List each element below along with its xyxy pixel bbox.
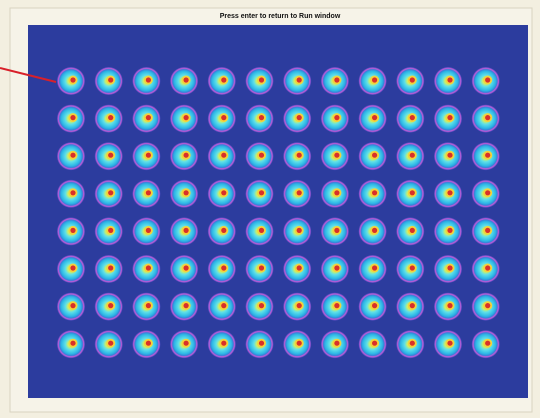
well-center [372, 303, 377, 308]
well-center [297, 153, 302, 158]
well-center [447, 77, 452, 82]
well-center [146, 153, 151, 158]
well-center [70, 153, 75, 158]
well-center [108, 190, 113, 195]
well-center [146, 115, 151, 120]
well-center [184, 153, 189, 158]
well-center [221, 228, 226, 233]
well-center [447, 228, 452, 233]
well-center [372, 228, 377, 233]
well-center [485, 153, 490, 158]
well-center [410, 303, 415, 308]
well-center [70, 228, 75, 233]
well-center [70, 77, 75, 82]
well-center [297, 228, 302, 233]
well-center [70, 115, 75, 120]
well-center [259, 190, 264, 195]
well-center [146, 303, 151, 308]
well-center [372, 190, 377, 195]
well-center [221, 153, 226, 158]
well-center [184, 115, 189, 120]
well-center [108, 341, 113, 346]
well-center [410, 190, 415, 195]
well-center [372, 77, 377, 82]
well-center [108, 153, 113, 158]
well-center [372, 153, 377, 158]
well-center [410, 77, 415, 82]
well-center [184, 190, 189, 195]
well-center [259, 341, 264, 346]
well-center [297, 303, 302, 308]
well-center [146, 190, 151, 195]
well-center [410, 265, 415, 270]
well-center [146, 77, 151, 82]
well-center [221, 77, 226, 82]
well-center [447, 341, 452, 346]
well-center [410, 115, 415, 120]
well-center [410, 341, 415, 346]
well-center [221, 265, 226, 270]
well-center [184, 228, 189, 233]
well-center [70, 341, 75, 346]
well-center [221, 115, 226, 120]
well-center [70, 190, 75, 195]
page: Press enter to return to Run window (() … [0, 0, 540, 418]
well-center [485, 190, 490, 195]
well-center [372, 115, 377, 120]
well-center [259, 265, 264, 270]
well-center [146, 341, 151, 346]
well-center [259, 303, 264, 308]
well-center [108, 303, 113, 308]
well-center [334, 341, 339, 346]
well-center [259, 153, 264, 158]
well-center [334, 228, 339, 233]
well-center [485, 228, 490, 233]
well-center [485, 303, 490, 308]
well-center [108, 228, 113, 233]
well-center [485, 265, 490, 270]
well-center [221, 190, 226, 195]
well-center [184, 77, 189, 82]
well-center [447, 153, 452, 158]
well-center [334, 190, 339, 195]
well-center [485, 77, 490, 82]
well-center [410, 228, 415, 233]
well-center [334, 77, 339, 82]
well-center [447, 265, 452, 270]
well-center [297, 341, 302, 346]
well-center [372, 265, 377, 270]
well-center [108, 265, 113, 270]
well-center [259, 115, 264, 120]
well-center [108, 115, 113, 120]
well-center [447, 303, 452, 308]
window-title: Press enter to return to Run window [220, 13, 341, 20]
well-center [184, 265, 189, 270]
well-center [372, 341, 377, 346]
well-center [485, 115, 490, 120]
well-center [297, 115, 302, 120]
well-center [70, 265, 75, 270]
well-center [410, 153, 415, 158]
well-center [334, 153, 339, 158]
well-center [70, 303, 75, 308]
well-center [447, 115, 452, 120]
well-center [184, 303, 189, 308]
well-center [184, 341, 189, 346]
well-center [334, 115, 339, 120]
well-center [334, 303, 339, 308]
well-center [297, 190, 302, 195]
well-center [221, 303, 226, 308]
well-center [259, 228, 264, 233]
well-center [146, 228, 151, 233]
well-center [297, 265, 302, 270]
well-center [334, 265, 339, 270]
well-center [485, 341, 490, 346]
well-center [259, 77, 264, 82]
well-center [447, 190, 452, 195]
well-center [108, 77, 113, 82]
window: Press enter to return to Run window [0, 0, 540, 418]
well-center [221, 341, 226, 346]
well-center [146, 265, 151, 270]
well-center [297, 77, 302, 82]
